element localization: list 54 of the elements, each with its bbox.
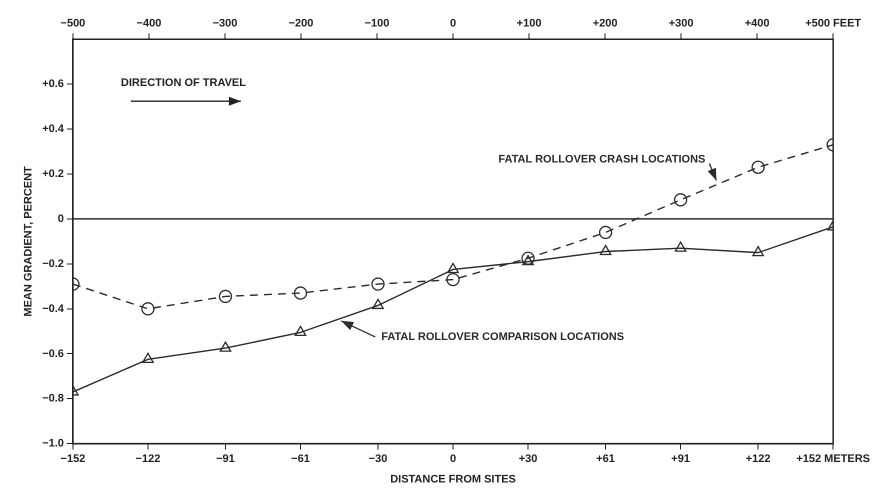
text: FATAL ROLLOVER COMPARISON LOCATIONS [381, 330, 624, 343]
x-axis-title: DISTANCE FROM SITES [390, 473, 516, 486]
series-label: FATAL ROLLOVER CRASH LOCATIONS [498, 154, 706, 166]
y-tick-label: +0.2 [42, 168, 64, 180]
y-tick-label: +0.6 [42, 78, 64, 90]
point [600, 244, 612, 256]
point [752, 246, 764, 256]
point [218, 290, 232, 304]
x2-tick-label: −500 [60, 18, 86, 30]
x-tick-label: −152 [60, 453, 86, 466]
x-tick-label: −61 [291, 453, 310, 466]
x2-tick-label: +400 [744, 18, 770, 30]
x2-tick-label: +100 [516, 18, 542, 30]
point [142, 352, 154, 363]
point [372, 298, 384, 310]
x2-tick-label: 0 [450, 18, 456, 30]
point [522, 254, 534, 266]
x2-tick-label: +300 [668, 18, 694, 30]
point [521, 252, 535, 265]
y-tick-label: −0.6 [42, 348, 64, 360]
x-tick-label: +91 [671, 453, 690, 466]
x2-tick-label: −100 [364, 18, 390, 30]
y-tick-label: −1.0 [42, 438, 64, 450]
x-tick-label: +152 METERS [796, 453, 870, 466]
x-tick-label: 0 [450, 453, 456, 466]
x-tick-label: +122 [746, 453, 771, 466]
y-axis-title: MEAN GRADIENT, PERCENT [22, 166, 35, 317]
x-tick-label: +30 [518, 453, 538, 466]
point [220, 341, 232, 352]
point [751, 160, 765, 174]
x-tick-label: −122 [136, 453, 160, 466]
annotation: DIRECTION OF TRAVEL [120, 77, 246, 90]
point [371, 277, 385, 291]
point [674, 193, 688, 206]
x2-tick-label: −200 [288, 18, 314, 30]
y-tick-label: 0 [58, 212, 64, 225]
y-tick-label: −0.4 [42, 302, 65, 315]
x2-tick-label: +500 FEET [805, 18, 862, 30]
y-tick-label: −0.2 [42, 258, 64, 270]
point [447, 262, 459, 274]
y-tick-label: −0.8 [42, 392, 64, 405]
point [294, 326, 306, 336]
y-tick-label: +0.4 [42, 123, 65, 136]
point [294, 286, 308, 300]
x-tick-label: +61 [596, 453, 615, 466]
point [598, 226, 612, 240]
x-tick-label: −91 [216, 453, 235, 466]
point [674, 241, 686, 252]
point [141, 302, 155, 316]
x2-tick-label: +200 [592, 18, 618, 30]
x-tick-label: −30 [368, 453, 388, 466]
point [446, 272, 460, 286]
x2-tick-label: −400 [136, 18, 162, 30]
x2-tick-label: −300 [212, 18, 238, 30]
